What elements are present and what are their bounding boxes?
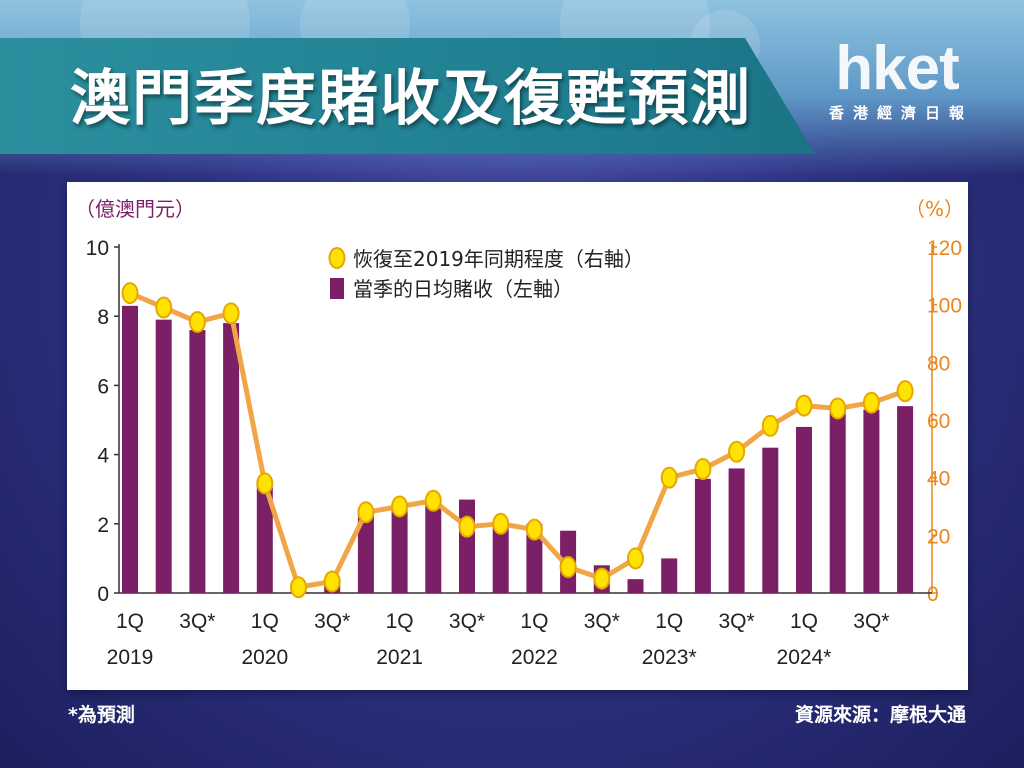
right-axis-tick-label: 60 [927, 410, 950, 433]
bar-1Q2022 [526, 523, 543, 593]
x-tick-label: 1Q [116, 610, 144, 633]
x-tick-label: 3Q* [853, 610, 889, 633]
point-1Q2022 [525, 518, 543, 541]
bar-3Q2019 [189, 330, 206, 593]
point-2Q2022 [559, 556, 577, 579]
bar-4Q2021 [492, 527, 509, 593]
point-1Q2023 [660, 466, 678, 489]
point-2Q2023 [694, 458, 712, 481]
bar-1Q2021 [391, 509, 408, 593]
bar-1Q2020 [256, 482, 273, 593]
right-axis-tick-label: 120 [927, 237, 962, 260]
bar-1Q2023 [661, 558, 678, 593]
legend-bar-label: 當季的日均賭收（左軸） [353, 277, 573, 301]
forecast-footnote: *為預測 [68, 704, 135, 726]
x-tick-label: 1Q [790, 610, 818, 633]
logo-wordmark: hket [835, 34, 959, 103]
bar-3Q2024 [863, 409, 880, 593]
point-2Q2019 [155, 296, 173, 319]
left-axis-tick-label: 6 [97, 375, 109, 398]
right-axis-tick-label: 0 [927, 583, 939, 606]
right-axis-tick-label: 100 [927, 295, 962, 318]
x-year-label: 2024* [777, 646, 832, 669]
point-1Q2019 [121, 282, 139, 305]
point-4Q2022 [627, 547, 644, 570]
bar-3Q2021 [459, 499, 475, 593]
point-2Q2021 [424, 489, 442, 512]
point-2Q2024 [829, 397, 847, 420]
bar-1Q2024 [796, 426, 812, 593]
x-tick-label: 3Q* [314, 610, 350, 633]
point-3Q2021 [458, 515, 476, 538]
point-3Q2020 [323, 570, 341, 593]
point-4Q2024 [896, 380, 914, 403]
bar-4Q2019 [223, 323, 240, 593]
point-3Q2023 [728, 440, 746, 463]
title-band [0, 38, 815, 154]
hket-logo: hket 香港經濟日報 [812, 36, 982, 123]
point-1Q2021 [391, 495, 409, 518]
page-title: 澳門季度賭收及復甦預測 [70, 64, 752, 134]
bar-4Q2020 [357, 513, 374, 593]
x-year-label: 2019 [107, 646, 154, 669]
point-3Q2019 [188, 310, 206, 333]
bar-4Q2023 [762, 447, 779, 593]
x-year-label: 2021 [376, 646, 423, 669]
left-axis-tick-label: 4 [97, 445, 109, 468]
point-4Q2019 [222, 302, 240, 325]
right-axis-tick-label: 20 [927, 525, 950, 548]
x-tick-label: 1Q [655, 610, 683, 633]
logo-subtitle: 香港經濟日報 [828, 104, 973, 122]
left-axis-tick-label: 10 [86, 237, 109, 260]
point-2Q2020 [290, 576, 307, 599]
left-axis-tick-label: 2 [97, 514, 109, 537]
x-year-label: 2022 [511, 646, 558, 669]
left-axis-tick-label: 8 [97, 306, 109, 329]
point-4Q2023 [761, 414, 779, 437]
legend-line-label: 恢復至2019年同期程度（右軸） [353, 247, 644, 271]
bar-2Q2024 [829, 406, 846, 593]
x-tick-label: 3Q* [719, 610, 755, 633]
point-4Q2021 [492, 512, 510, 535]
legend-bar-swatch [330, 278, 344, 299]
bar-2Q2021 [425, 503, 442, 593]
point-1Q2024 [795, 394, 813, 417]
legend-line-marker [328, 247, 346, 269]
right-axis-tick-label: 40 [927, 468, 950, 491]
x-tick-label: 3Q* [449, 610, 485, 633]
chart-panel: （億澳門元） （%） 0 2 4 6 8 10 0 20 40 60 80 100 120 1Q 3Q* 1Q 3Q… [67, 182, 968, 690]
x-tick-label: 1Q [386, 610, 414, 633]
x-tick-label: 3Q* [179, 610, 215, 633]
x-year-label: 2020 [241, 646, 288, 669]
bar-4Q2024 [897, 406, 914, 593]
left-axis-unit: （億澳門元） [75, 197, 195, 221]
x-year-label: 2023* [642, 646, 697, 669]
right-axis-unit: （%） [905, 197, 964, 221]
right-axis-tick-label: 80 [927, 352, 950, 375]
data-source: 資源來源：摩根大通 [794, 704, 966, 726]
point-3Q2022 [593, 567, 611, 590]
bar-1Q2019 [122, 305, 138, 593]
x-tick-label: 3Q* [584, 610, 620, 633]
bar-3Q2023 [728, 468, 745, 593]
bar-2Q2019 [155, 319, 172, 593]
bar-4Q2022 [627, 579, 644, 593]
x-tick-label: 1Q [251, 610, 279, 633]
bar-2Q2023 [694, 478, 711, 593]
recovery-line [129, 290, 906, 590]
point-1Q2020 [256, 472, 274, 495]
left-axis-tick-label: 0 [97, 583, 109, 606]
point-4Q2020 [357, 501, 375, 524]
x-tick-label: 1Q [520, 610, 548, 633]
point-3Q2024 [862, 391, 880, 414]
